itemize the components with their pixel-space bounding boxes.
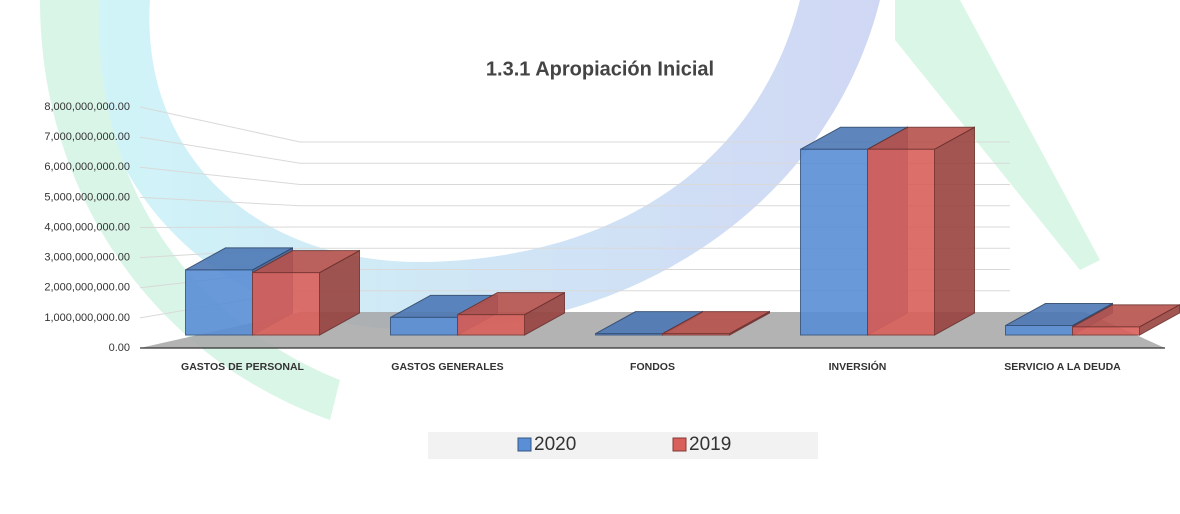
legend-swatch xyxy=(672,437,687,452)
y-tick-label: 1,000,000,000.00 xyxy=(44,312,130,324)
chart-title: 1.3.1 Apropiación Inicial xyxy=(486,58,714,80)
x-tick-label: SERVICIO A LA DEUDA xyxy=(1004,361,1121,373)
grid-line xyxy=(139,166,1010,185)
y-tick-label: 0.00 xyxy=(109,342,130,354)
grid-line xyxy=(139,196,1010,207)
bar xyxy=(595,333,663,336)
x-tick-label: GASTOS DE PERSONAL xyxy=(181,361,304,373)
bar xyxy=(457,314,525,336)
bar xyxy=(800,148,868,336)
bar xyxy=(662,333,730,336)
grid-line xyxy=(139,136,1010,164)
legend-swatch xyxy=(517,437,532,452)
y-tick-label: 3,000,000,000.00 xyxy=(44,252,130,264)
bar-side xyxy=(934,126,975,336)
bar xyxy=(185,269,253,336)
grid-line xyxy=(139,247,1010,259)
grid-line xyxy=(139,106,1010,143)
y-tick-label: 2,000,000,000.00 xyxy=(44,282,130,294)
y-tick-label: 7,000,000,000.00 xyxy=(44,131,130,143)
bar xyxy=(252,272,320,336)
legend xyxy=(428,432,818,459)
bar xyxy=(867,148,935,336)
bar xyxy=(1072,326,1140,336)
bar xyxy=(390,316,458,336)
grid-line xyxy=(139,226,1010,228)
x-tick-label: INVERSIÓN xyxy=(829,360,887,373)
legend-label: 2019 xyxy=(689,434,731,455)
x-tick-label: FONDOS xyxy=(630,361,675,373)
y-tick-label: 8,000,000,000.00 xyxy=(44,101,130,113)
bar xyxy=(1005,325,1073,336)
y-tick-label: 4,000,000,000.00 xyxy=(44,221,130,233)
legend-label: 2020 xyxy=(534,434,576,455)
y-tick-label: 5,000,000,000.00 xyxy=(44,191,130,203)
y-tick-label: 6,000,000,000.00 xyxy=(44,161,130,173)
legend-box xyxy=(428,432,818,459)
x-tick-label: GASTOS GENERALES xyxy=(391,361,503,373)
